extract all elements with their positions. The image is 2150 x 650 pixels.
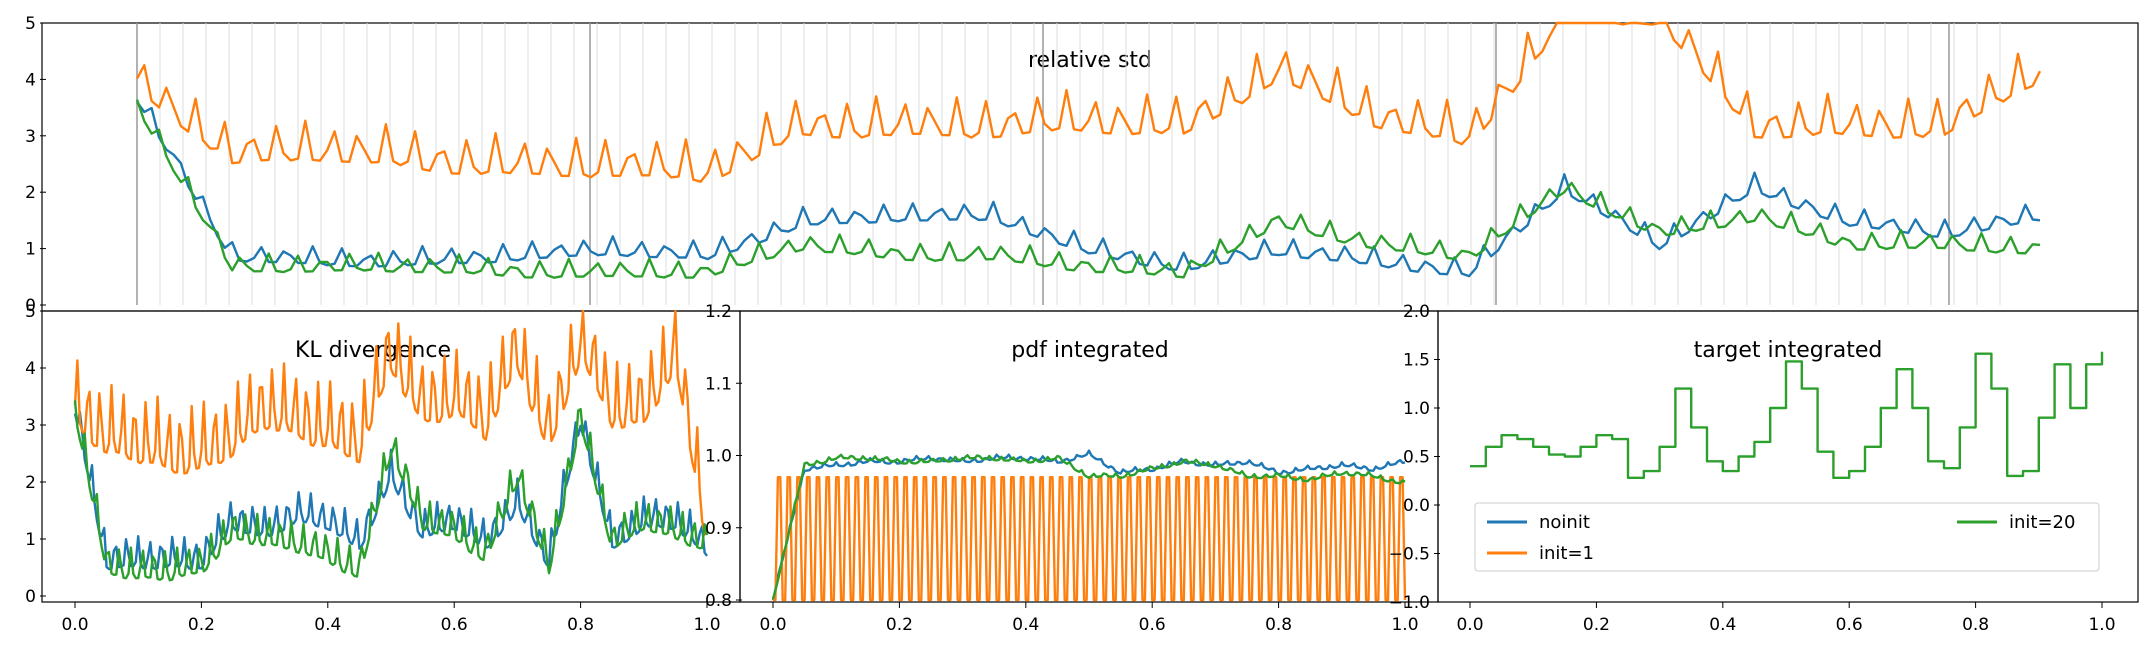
- series-line-0-init-1: [135, 21, 2042, 183]
- x-tick-label: 0.8: [1265, 615, 1292, 635]
- x-tick-label: 1.0: [1391, 615, 1418, 635]
- y-tick-label: 0.9: [705, 519, 732, 539]
- series-line-1-init-20: [73, 400, 709, 582]
- x-tick-label: 1.0: [693, 615, 720, 635]
- x-tick-label: 0.2: [1583, 615, 1610, 635]
- kl-chart-title: KL divergence: [295, 338, 451, 363]
- y-tick-label: −1.0: [1389, 593, 1430, 613]
- series-line-1-init-1: [73, 309, 708, 536]
- x-tick-label: 0.8: [1962, 615, 1989, 635]
- x-tick-label: 0.0: [759, 615, 786, 635]
- legend-box: [1474, 502, 2100, 572]
- y-tick-label: 1.5: [1403, 351, 1430, 371]
- series-line-1-noinit: [73, 410, 708, 571]
- target-chart-title: target integrated: [1694, 338, 1883, 363]
- y-tick-label: 1: [25, 240, 36, 260]
- y-tick-label: 2.0: [1403, 302, 1430, 322]
- series-line-2-init-20: [771, 453, 1406, 600]
- x-tick-label: 0.6: [441, 615, 468, 635]
- y-tick-label: 0.5: [1403, 448, 1430, 468]
- y-tick-label: 4: [25, 359, 36, 379]
- y-tick-label: 1.1: [705, 374, 732, 394]
- y-tick-label: 1.0: [1403, 399, 1430, 419]
- y-tick-label: 1.0: [705, 447, 732, 467]
- y-tick-label: 2: [25, 473, 36, 493]
- x-tick-label: 0.6: [1836, 615, 1863, 635]
- x-tick-label: 1.0: [2088, 615, 2115, 635]
- legend: noinit init=1 init=20: [1474, 502, 2100, 572]
- pdf-chart-title: pdf integrated: [1011, 338, 1169, 363]
- x-tick-label: 0.2: [886, 615, 913, 635]
- y-tick-label: −0.5: [1389, 545, 1430, 565]
- x-tick-label: 0.0: [1456, 615, 1483, 635]
- legend-label-init-1: init=1: [1539, 543, 1594, 564]
- series-line-2-noinit: [771, 449, 1406, 601]
- x-tick-label: 0.8: [567, 615, 594, 635]
- series-line-3-init-20: [1470, 351, 2104, 480]
- y-tick-label: 1.2: [705, 302, 732, 322]
- y-tick-label: 2: [25, 183, 36, 203]
- legend-label-noinit: noinit: [1539, 512, 1590, 533]
- y-tick-label: 1: [25, 530, 36, 550]
- series-line-0-init-20: [135, 99, 2041, 279]
- top-chart-title: relative std: [1028, 48, 1152, 73]
- x-tick-label: 0.6: [1139, 615, 1166, 635]
- x-tick-label: 0.4: [1012, 615, 1039, 635]
- series-line-2-init-1: [773, 476, 1407, 602]
- x-tick-label: 0.2: [188, 615, 215, 635]
- x-tick-label: 0.4: [314, 615, 341, 635]
- y-tick-label: 0: [25, 296, 36, 316]
- x-tick-label: 0.4: [1709, 615, 1736, 635]
- y-tick-label: 5: [25, 14, 36, 34]
- y-tick-label: 3: [25, 416, 36, 436]
- plot-lines: [73, 21, 2104, 602]
- y-tick-label: 4: [25, 70, 36, 90]
- y-tick-label: 0.0: [1403, 496, 1430, 516]
- x-tick-label: 0.0: [61, 615, 88, 635]
- y-tick-label: 0: [25, 587, 36, 607]
- legend-label-init-20: init=20: [2009, 512, 2075, 533]
- y-tick-label: 3: [25, 127, 36, 147]
- y-tick-label: 0.8: [705, 591, 732, 611]
- series-line-0-noinit: [136, 101, 2041, 278]
- y-tick-label: 5: [25, 302, 36, 322]
